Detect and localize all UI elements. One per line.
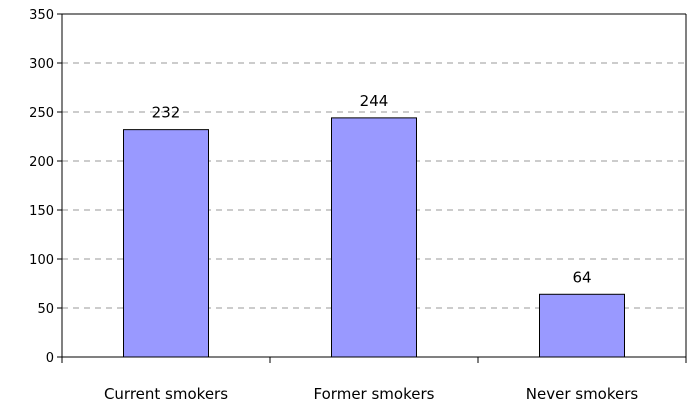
data-label: 244 (360, 92, 389, 110)
y-tick-label: 50 (37, 302, 54, 317)
y-tick-label: 0 (46, 351, 54, 366)
labels: 0 50 100 150 200 250 300 350 232 Current smokers 2… (29, 8, 638, 403)
bar (539, 293, 625, 358)
bar (331, 117, 417, 358)
y-tick-label: 350 (29, 8, 54, 23)
x-category-label: Former smokers (314, 385, 435, 403)
bar (123, 129, 209, 358)
data-label: 232 (152, 104, 181, 122)
y-tick-label: 150 (29, 204, 54, 219)
y-tick-label: 300 (29, 57, 54, 72)
bars (123, 117, 625, 358)
data-label: 64 (572, 268, 591, 286)
y-tick-label: 200 (29, 155, 54, 170)
axes (57, 13, 687, 363)
x-category-label: Current smokers (104, 385, 228, 403)
x-category-label: Never smokers (526, 385, 639, 403)
y-tick-label: 100 (29, 253, 54, 268)
y-tick-label: 250 (29, 106, 54, 121)
